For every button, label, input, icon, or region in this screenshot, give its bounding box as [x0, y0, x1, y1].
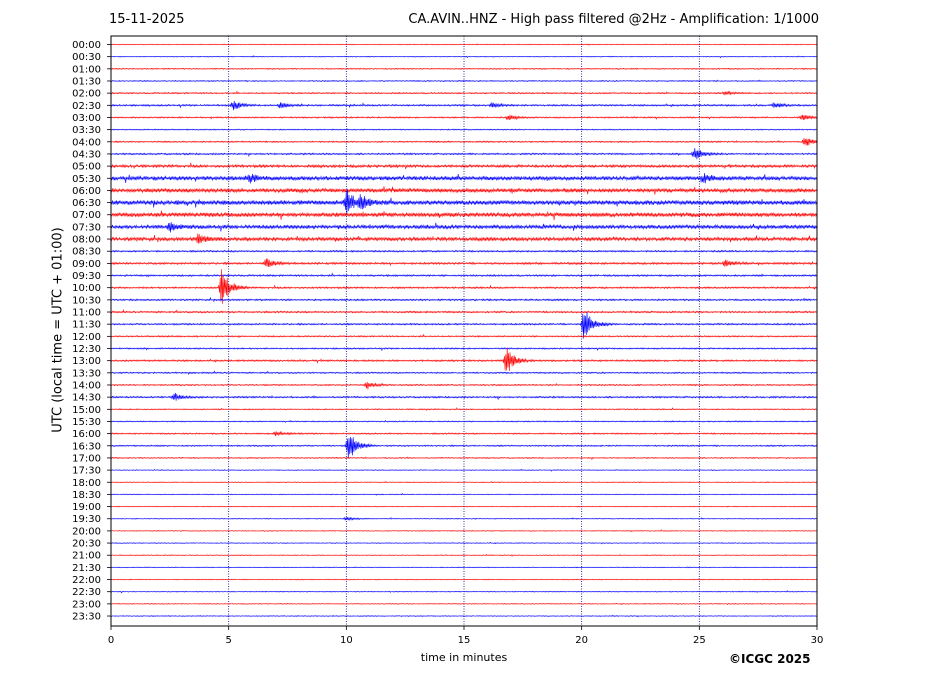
trace-line-0800	[110, 233, 817, 244]
y-tick-label: 13:00	[72, 356, 101, 367]
y-tick-label: 06:30	[72, 198, 101, 209]
x-tick-label: 20	[575, 635, 588, 646]
trace-line-0200	[110, 90, 817, 96]
y-tick-label: 22:30	[72, 587, 101, 598]
x-tick-label: 25	[693, 635, 706, 646]
trace-line-2100	[110, 553, 817, 557]
y-tick-label: 06:00	[72, 186, 101, 197]
y-tick-label: 19:30	[72, 514, 101, 525]
y-tick-label: 14:30	[72, 393, 101, 404]
trace-line-2000	[110, 529, 817, 533]
trace-line-0600	[110, 186, 817, 195]
copyright-text: ©ICGC 2025	[729, 652, 811, 666]
y-tick-label: 10:00	[72, 283, 101, 294]
y-tick-label: 07:00	[72, 210, 101, 221]
trace-line-2330	[110, 614, 817, 618]
y-tick-label: 20:00	[72, 526, 101, 537]
trace-line-1700	[110, 456, 817, 461]
y-tick-label: 00:00	[72, 40, 101, 51]
y-tick-label: 15:30	[72, 417, 101, 428]
y-tick-label: 09:30	[72, 271, 101, 282]
y-tick-label: 12:00	[72, 332, 101, 343]
y-tick-label: 18:30	[72, 490, 101, 501]
trace-line-1300	[110, 348, 817, 372]
y-tick-label: 23:30	[72, 612, 101, 623]
trace-line-1600	[110, 430, 817, 437]
chart-title: CA.AVIN..HNZ - High pass filtered @2Hz -…	[408, 12, 819, 27]
y-tick-label: 14:00	[72, 380, 101, 391]
y-tick-label: 03:00	[72, 113, 101, 124]
trace-line-0900	[110, 258, 817, 267]
y-tick-label: 16:00	[72, 429, 101, 440]
y-tick-label: 04:30	[72, 149, 101, 160]
trace-line-0130	[110, 79, 817, 83]
y-tick-label: 05:00	[72, 162, 101, 173]
x-tick-label: 0	[108, 635, 114, 646]
y-tick-label: 22:00	[72, 575, 101, 586]
trace-line-2130	[110, 566, 817, 569]
y-tick-label: 20:30	[72, 539, 101, 550]
trace-line-1730	[110, 468, 817, 472]
trace-line-1000	[110, 269, 817, 304]
y-tick-label: 18:00	[72, 478, 101, 489]
x-tick-label: 10	[340, 635, 353, 646]
y-axis-label: UTC (local time = UTC + 01:00)	[50, 227, 66, 433]
y-tick-label: 08:30	[72, 247, 101, 258]
y-tick-label: 12:30	[72, 344, 101, 355]
trace-line-1330	[110, 370, 817, 375]
x-tick-label: 30	[811, 635, 824, 646]
y-tick-label: 17:00	[72, 453, 101, 464]
trace-line-1030	[110, 296, 817, 303]
y-tick-label: 01:30	[72, 76, 101, 87]
y-tick-label: 10:30	[72, 295, 101, 306]
y-tick-label: 00:30	[72, 52, 101, 63]
y-tick-label: 03:30	[72, 125, 101, 136]
trace-line-1230	[110, 347, 817, 352]
y-tick-label: 11:00	[72, 308, 101, 319]
trace-line-0230	[110, 100, 817, 111]
y-tick-label: 08:00	[72, 235, 101, 246]
y-tick-label: 07:30	[72, 222, 101, 233]
y-tick-label: 01:00	[72, 64, 101, 75]
x-axis-label: time in minutes	[420, 651, 508, 664]
y-tick-label: 23:00	[72, 599, 101, 610]
y-tick-label: 13:30	[72, 368, 101, 379]
trace-line-0930	[110, 272, 817, 278]
trace-line-0830	[110, 249, 817, 253]
trace-line-2030	[110, 541, 817, 545]
y-tick-label: 17:30	[72, 466, 101, 477]
trace-line-0530	[110, 172, 817, 184]
y-tick-label: 19:00	[72, 502, 101, 513]
y-tick-label: 21:30	[72, 563, 101, 574]
chart-date: 15-11-2025	[109, 12, 185, 27]
x-tick-label: 15	[458, 635, 471, 646]
y-tick-label: 02:00	[72, 89, 101, 100]
y-tick-label: 09:00	[72, 259, 101, 270]
y-tick-label: 15:00	[72, 405, 101, 416]
y-tick-label: 04:00	[72, 137, 101, 148]
trace-line-1630	[110, 436, 817, 459]
trace-line-1400	[110, 381, 817, 390]
trace-line-0500	[110, 162, 817, 170]
y-tick-label: 02:30	[72, 101, 101, 112]
trace-line-1200	[110, 333, 817, 339]
y-tick-label: 05:30	[72, 174, 101, 185]
x-tick-label: 5	[225, 635, 231, 646]
y-tick-label: 16:30	[72, 441, 101, 452]
y-tick-label: 11:30	[72, 320, 101, 331]
y-tick-label: 21:00	[72, 551, 101, 562]
